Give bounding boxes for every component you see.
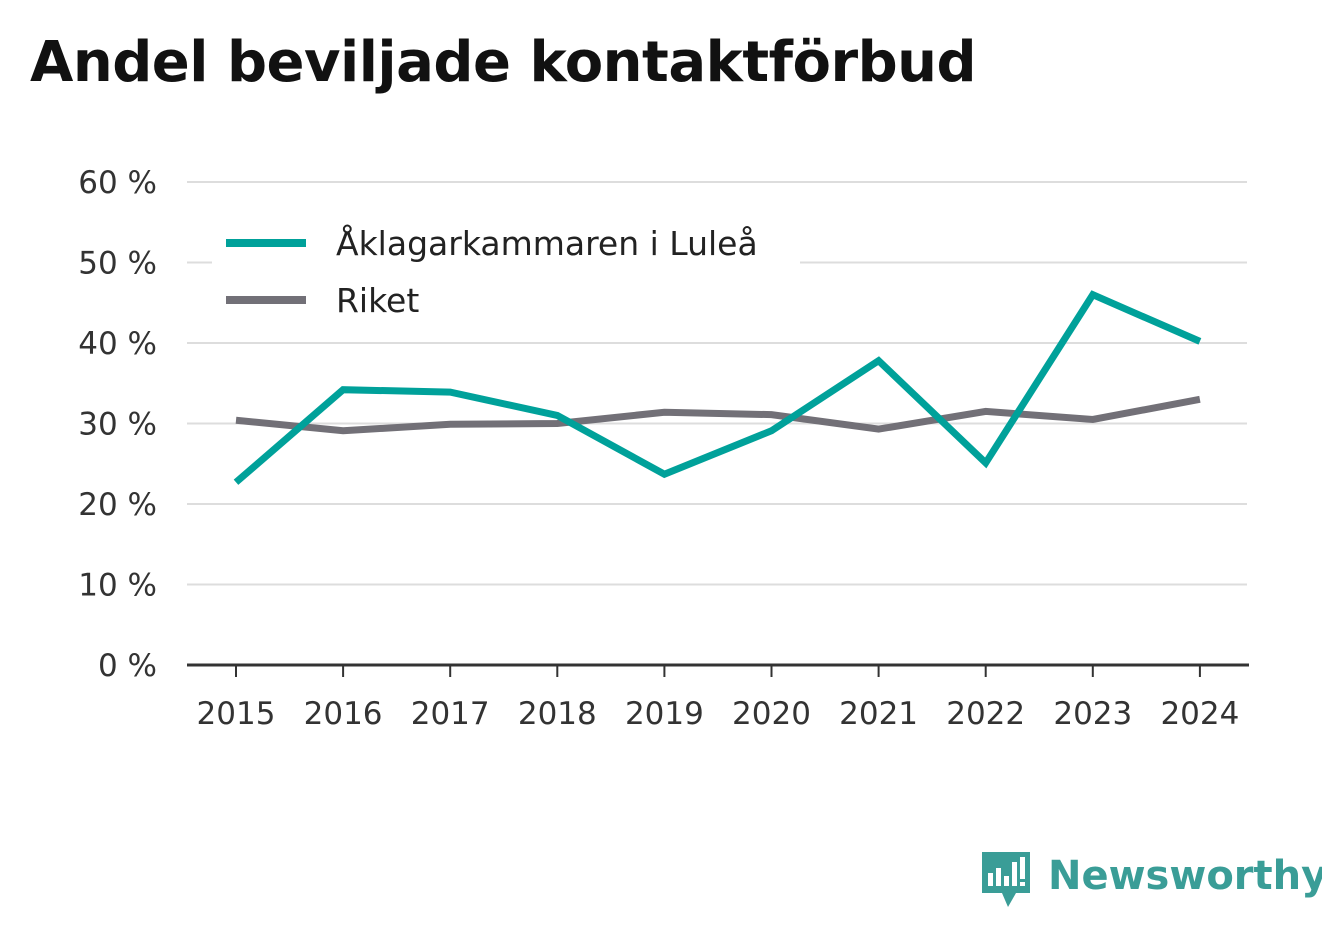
x-tick-label: 2022 xyxy=(946,696,1025,732)
y-tick-label: 0 % xyxy=(98,648,157,684)
grid-layer xyxy=(187,181,1249,667)
x-tick-label: 2020 xyxy=(732,696,811,732)
brand-name: Newsworthy xyxy=(1048,853,1322,899)
x-tick-label: 2023 xyxy=(1053,696,1132,732)
y-tick-label: 50 % xyxy=(78,246,157,282)
x-tick-label: 2018 xyxy=(518,696,597,732)
x-tick-label: 2016 xyxy=(304,696,383,732)
y-tick-label: 20 % xyxy=(78,487,157,523)
legend-background xyxy=(212,212,800,328)
x-tick-label: 2015 xyxy=(197,696,276,732)
legend-label: Åklagarkammaren i Luleå xyxy=(336,223,758,263)
y-tick-label: 60 % xyxy=(78,165,157,201)
legend: Åklagarkammaren i Luleå Riket xyxy=(212,212,800,328)
x-tick-label: 2021 xyxy=(839,696,918,732)
y-tick-label: 10 % xyxy=(78,568,157,604)
newsworthy-logo-icon xyxy=(982,852,1030,907)
x-tick-label: 2019 xyxy=(625,696,704,732)
brand-logo: Newsworthy xyxy=(982,852,1322,907)
x-axis-ticks: 2015 2016 2017 2018 2019 2020 2021 2022 2023 2024 xyxy=(197,665,1239,732)
x-tick-label: 2017 xyxy=(411,696,490,732)
series-line xyxy=(235,395,1201,435)
y-axis-ticks: 0 % 10 % 20 % 30 % 40 % 50 % 60 % xyxy=(78,165,157,684)
series-line xyxy=(233,290,1202,485)
y-tick-label: 30 % xyxy=(78,407,157,443)
y-tick-label: 40 % xyxy=(78,326,157,362)
chart-title: Andel beviljade kontaktförbud xyxy=(30,30,977,95)
legend-label: Riket xyxy=(336,281,419,320)
series-layer xyxy=(233,290,1202,485)
x-tick-label: 2024 xyxy=(1160,696,1239,732)
